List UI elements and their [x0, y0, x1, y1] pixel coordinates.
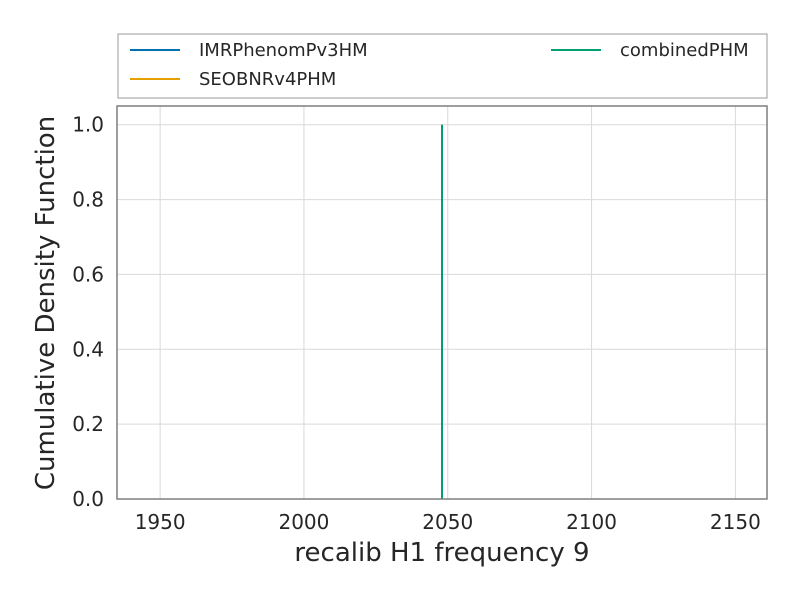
x-tick-labels: 1950 2000 2050 2100 2150: [135, 510, 761, 534]
x-tick-label: 2050: [422, 510, 473, 534]
y-axis-label: Cumulative Density Function: [31, 116, 61, 490]
plot-frame: [116, 105, 768, 500]
legend: IMRPhenomPv3HM SEOBNRv4PHM combinedPHM: [117, 33, 768, 99]
y-tick-label: 0.8: [72, 188, 104, 212]
legend-label: SEOBNRv4PHM: [199, 69, 336, 90]
x-tick-label: 1950: [135, 510, 186, 534]
y-tick-label: 0.0: [72, 487, 104, 511]
x-axis-label: recalib H1 frequency 9: [294, 538, 589, 568]
legend-box: [117, 33, 768, 99]
x-tick-label: 2150: [710, 510, 761, 534]
y-tick-label: 0.4: [72, 337, 104, 361]
legend-label: combinedPHM: [620, 40, 749, 61]
x-tick-label: 2000: [278, 510, 329, 534]
legend-label: IMRPhenomPv3HM: [199, 40, 368, 61]
y-tick-labels: 0.0 0.2 0.4 0.6 0.8 1.0: [72, 113, 104, 511]
legend-items: IMRPhenomPv3HM SEOBNRv4PHM combinedPHM: [130, 40, 749, 90]
y-tick-label: 0.6: [72, 262, 104, 286]
y-tick-label: 1.0: [72, 113, 104, 137]
y-tick-label: 0.2: [72, 412, 104, 436]
x-tick-label: 2100: [566, 510, 617, 534]
